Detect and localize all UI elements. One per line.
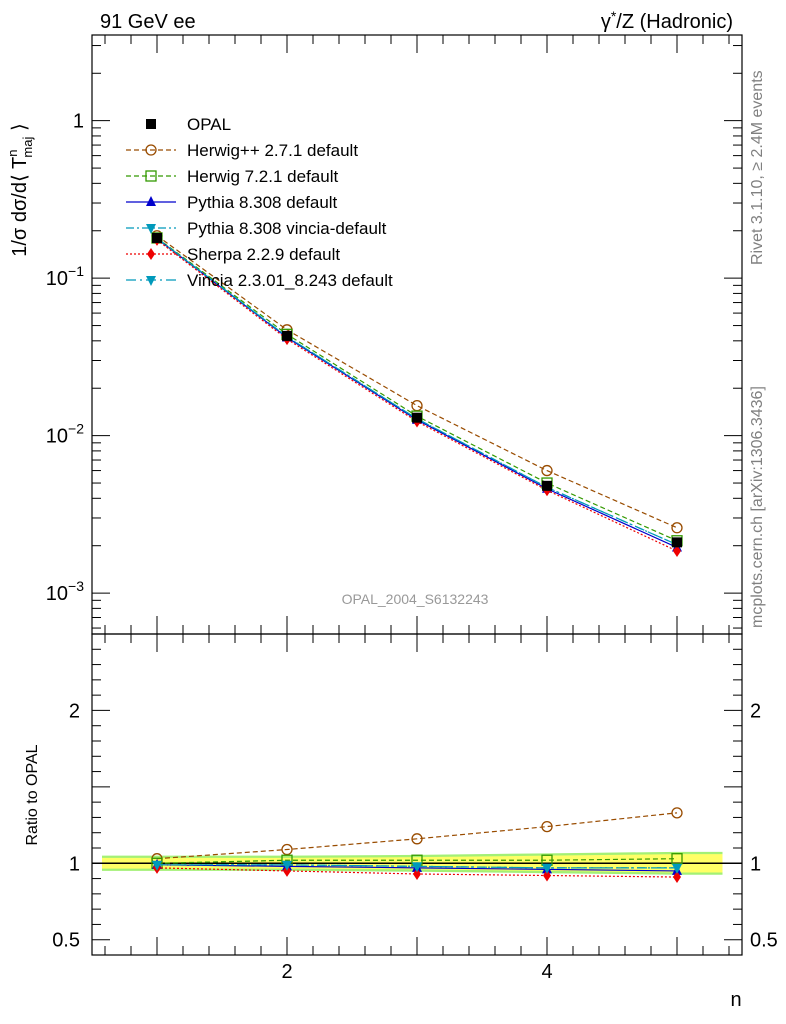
legend-marker (146, 119, 156, 129)
series-line (156, 858, 678, 864)
data-point (411, 833, 423, 845)
data-point (152, 232, 162, 243)
axes: 10−3 10−2 10−1 1 2 4 0.5 0.5 1 1 2 2 (46, 34, 778, 983)
data-point (543, 869, 551, 882)
y-tick-label: 10−3 (46, 578, 84, 605)
series-line (156, 235, 678, 529)
legend-label: Herwig 7.2.1 default (187, 167, 338, 186)
legend-marker (146, 196, 156, 206)
legend-label: Pythia 8.308 vincia-default (187, 219, 387, 238)
ratio-series-vincia-2-3-01-8-243-default (152, 860, 682, 874)
y-tick-label: 10−2 (46, 421, 84, 448)
analysis-watermark: OPAL_2004_S6132243 (342, 591, 489, 607)
legend-marker (146, 224, 156, 234)
legend-entry-pythia-8-308-vincia-default: Pythia 8.308 vincia-default (126, 219, 387, 238)
rivet-label: Rivet 3.1.10, ≥ 2.4M events (749, 70, 766, 265)
data-point (672, 537, 682, 548)
ratio-y-tick-label-right: 2 (750, 700, 761, 722)
ratio-y-tick-label-left: 0.5 (52, 930, 80, 952)
ratio-plot (151, 807, 683, 884)
data-point (282, 330, 292, 341)
header-right: γ*/Z (Hadronic) (601, 8, 733, 33)
legend-entry-opal: OPAL (146, 115, 231, 134)
y-tick-label: 1 (73, 111, 84, 133)
y-tick-label: 10−1 (46, 263, 84, 290)
data-point (283, 864, 291, 877)
data-point (281, 843, 293, 856)
ratio-y-axis-label: Ratio to OPAL (24, 744, 41, 845)
data-point (541, 820, 553, 833)
legend-entry-sherpa-2-2-9-default: Sherpa 2.2.9 default (126, 245, 340, 264)
legend-marker (145, 144, 157, 156)
data-point (673, 545, 681, 558)
x-tick-label: 4 (541, 961, 552, 983)
ratio-frame (91, 633, 743, 956)
legend-label: Sherpa 2.2.9 default (187, 245, 340, 264)
legend-marker (145, 170, 157, 182)
legend: OPAL Herwig++ 2.7.1 default Herwig 7.2.1 d… (126, 115, 393, 290)
series-line (156, 812, 678, 860)
data-point (152, 860, 162, 871)
data-point (411, 400, 423, 412)
x-axis-label: n (730, 989, 741, 1011)
data-point (671, 853, 683, 865)
data-point (282, 860, 292, 871)
legend-entry-vincia-2-3-01-8-243-default: Vincia 2.3.01_8.243 default (126, 271, 393, 290)
legend-entry-pythia-8-308-default: Pythia 8.308 default (126, 193, 338, 212)
series-opal (152, 232, 682, 548)
ratio-y-tick-label-left: 1 (69, 853, 80, 875)
legend-marker (146, 276, 156, 286)
x-tick-label: 2 (281, 961, 292, 983)
legend-label: Vincia 2.3.01_8.243 default (187, 271, 393, 290)
ratio-y-tick-label-left: 2 (69, 700, 80, 722)
legend-marker (147, 248, 155, 260)
data-point (673, 871, 681, 884)
data-point (542, 863, 552, 874)
legend-entry-herwig-2-7-1-default: Herwig++ 2.7.1 default (126, 141, 358, 160)
legend-label: Pythia 8.308 default (187, 193, 338, 212)
data-point (413, 867, 421, 880)
legend-entry-herwig-7-2-1-default: Herwig 7.2.1 default (126, 167, 338, 186)
series-line (156, 237, 678, 546)
ratio-y-tick-label-right: 1 (750, 853, 761, 875)
data-point (671, 522, 683, 534)
data-point (412, 862, 422, 873)
data-point (412, 412, 422, 423)
data-point (672, 863, 682, 874)
main-plot (151, 230, 683, 558)
data-point (671, 807, 683, 819)
ratio-y-tick-label-right: 0.5 (750, 930, 778, 952)
data-point (541, 464, 553, 477)
main-y-axis-label: 1/σ dσ/d⟨ Tnmaj ⟩ (5, 123, 35, 257)
legend-label: Herwig++ 2.7.1 default (187, 141, 358, 160)
data-point (542, 480, 552, 491)
mcplots-label: mcplots.cern.ch [arXiv:1306.3436] (749, 386, 766, 628)
legend-label: OPAL (187, 115, 231, 134)
header-left: 91 GeV ee (100, 11, 196, 33)
